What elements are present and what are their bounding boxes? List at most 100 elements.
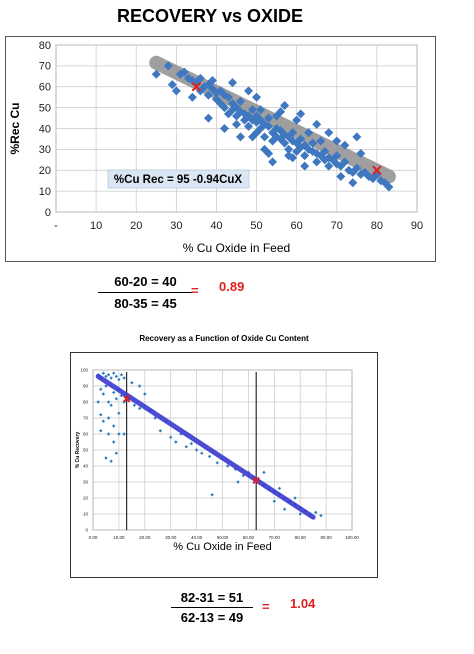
data-point bbox=[324, 153, 334, 163]
x-tick-label: 20 bbox=[130, 220, 142, 232]
x-tick-label: 10 bbox=[90, 220, 102, 232]
x-tick-label: 60 bbox=[291, 220, 303, 232]
highlight-marker bbox=[372, 165, 382, 175]
x-tick-label: 70 bbox=[331, 220, 343, 232]
data-point bbox=[256, 124, 266, 133]
calc2-equals: = bbox=[262, 599, 270, 614]
data-point bbox=[308, 138, 318, 148]
data-point bbox=[248, 105, 258, 115]
data-point bbox=[184, 445, 188, 449]
x-tick-label: 10.00 bbox=[113, 535, 125, 540]
y-tick-label: 30 bbox=[39, 144, 51, 156]
highlight-marker bbox=[191, 82, 202, 92]
data-point bbox=[256, 115, 266, 125]
trend-line bbox=[95, 373, 316, 520]
chart1-plot: - 10 20 30 40 50 60 70 80 90 0 10 20 30 40 50 60 70 80 % Cu… bbox=[8, 40, 423, 255]
data-point bbox=[268, 136, 278, 146]
x-tick-label: - bbox=[54, 220, 58, 232]
data-point bbox=[352, 132, 362, 142]
data-point bbox=[171, 86, 181, 96]
data-point bbox=[106, 373, 111, 377]
data-point bbox=[244, 86, 254, 96]
y-tick-label: 40 bbox=[39, 123, 51, 135]
data-point bbox=[304, 128, 314, 138]
data-point bbox=[219, 103, 229, 113]
data-point bbox=[99, 429, 103, 433]
y-tick-label: 50 bbox=[83, 448, 89, 453]
x-tick-label: 40 bbox=[210, 220, 222, 232]
data-point bbox=[348, 178, 358, 188]
x-tick-label: 50 bbox=[250, 220, 262, 232]
data-point bbox=[117, 411, 121, 415]
chart1-title: RECOVERY vs OXIDE bbox=[116, 6, 304, 26]
highlight-marker bbox=[252, 476, 260, 485]
data-point bbox=[203, 90, 213, 100]
calc2-denominator: 62-13 = 49 bbox=[180, 610, 244, 625]
data-point bbox=[298, 512, 302, 516]
data-point bbox=[187, 75, 197, 85]
data-point bbox=[332, 136, 342, 146]
data-point bbox=[312, 119, 322, 129]
data-point bbox=[101, 371, 106, 375]
x-tick-label: 20.00 bbox=[139, 535, 151, 540]
data-point bbox=[352, 163, 362, 173]
x-tick-label: 40.00 bbox=[191, 535, 203, 540]
data-point bbox=[300, 151, 310, 161]
calc1-denominator: 80-35 = 45 bbox=[114, 296, 177, 311]
data-point bbox=[244, 121, 254, 131]
data-point bbox=[163, 61, 173, 71]
data-point bbox=[336, 172, 346, 182]
data-point bbox=[324, 128, 334, 138]
y-tick-label: 30 bbox=[83, 480, 89, 485]
data-point bbox=[215, 86, 225, 96]
data-point bbox=[187, 92, 197, 102]
x-tick-label: 60.00 bbox=[243, 535, 255, 540]
data-point bbox=[264, 121, 274, 131]
y-tick-label: 0 bbox=[45, 207, 51, 219]
data-point bbox=[232, 119, 241, 129]
chart2-plot: 0.00 10.00 20.00 30.00 40.00 50.00 60.00 70.00 8… bbox=[75, 368, 359, 553]
data-point bbox=[252, 92, 262, 102]
calc1-result: 0.89 bbox=[219, 279, 245, 294]
y-axis-label: %Rec Cu bbox=[8, 102, 22, 154]
calc2-numerator: 82-31 = 51 bbox=[180, 590, 244, 605]
data-point bbox=[114, 451, 119, 455]
data-point bbox=[300, 161, 310, 171]
x-tick-label: 0.00 bbox=[89, 535, 98, 540]
x-tick-label: 80.00 bbox=[295, 535, 307, 540]
calc1-numerator: 60-20 = 40 bbox=[114, 274, 177, 289]
equation-label: %Cu Rec = 95 -0.94CuX bbox=[114, 174, 242, 186]
calc2-fraction-bar bbox=[171, 607, 253, 608]
data-point bbox=[324, 161, 334, 171]
y-axis-label: % Cu Recovery bbox=[75, 432, 81, 469]
y-tick-label: 50 bbox=[39, 102, 51, 114]
data-point bbox=[132, 403, 137, 407]
x-tick-label: 100.00 bbox=[345, 535, 359, 540]
data-point bbox=[272, 499, 276, 503]
data-point bbox=[276, 107, 286, 117]
y-tick-label: 100 bbox=[80, 368, 88, 373]
data-point bbox=[256, 105, 266, 115]
data-point bbox=[264, 149, 274, 159]
data-point bbox=[284, 144, 294, 154]
data-point bbox=[268, 157, 278, 167]
data-point bbox=[280, 101, 290, 111]
x-tick-label: 90 bbox=[411, 220, 423, 232]
calc2-result: 1.04 bbox=[290, 596, 316, 611]
y-tick-label: 20 bbox=[83, 496, 89, 501]
data-point bbox=[101, 419, 106, 423]
data-point bbox=[312, 157, 322, 167]
y-tick-label: 70 bbox=[39, 61, 51, 73]
data-point bbox=[112, 371, 116, 375]
y-tick-label: 0 bbox=[85, 528, 88, 533]
data-point bbox=[332, 151, 342, 161]
data-point bbox=[356, 149, 366, 159]
data-point bbox=[109, 459, 113, 463]
data-point bbox=[296, 134, 306, 144]
data-point bbox=[158, 429, 163, 433]
data-point bbox=[236, 96, 246, 106]
data-point bbox=[114, 397, 119, 401]
x-tick-label: 80 bbox=[371, 220, 383, 232]
y-tick-label: 20 bbox=[39, 165, 51, 177]
data-point bbox=[236, 132, 246, 142]
